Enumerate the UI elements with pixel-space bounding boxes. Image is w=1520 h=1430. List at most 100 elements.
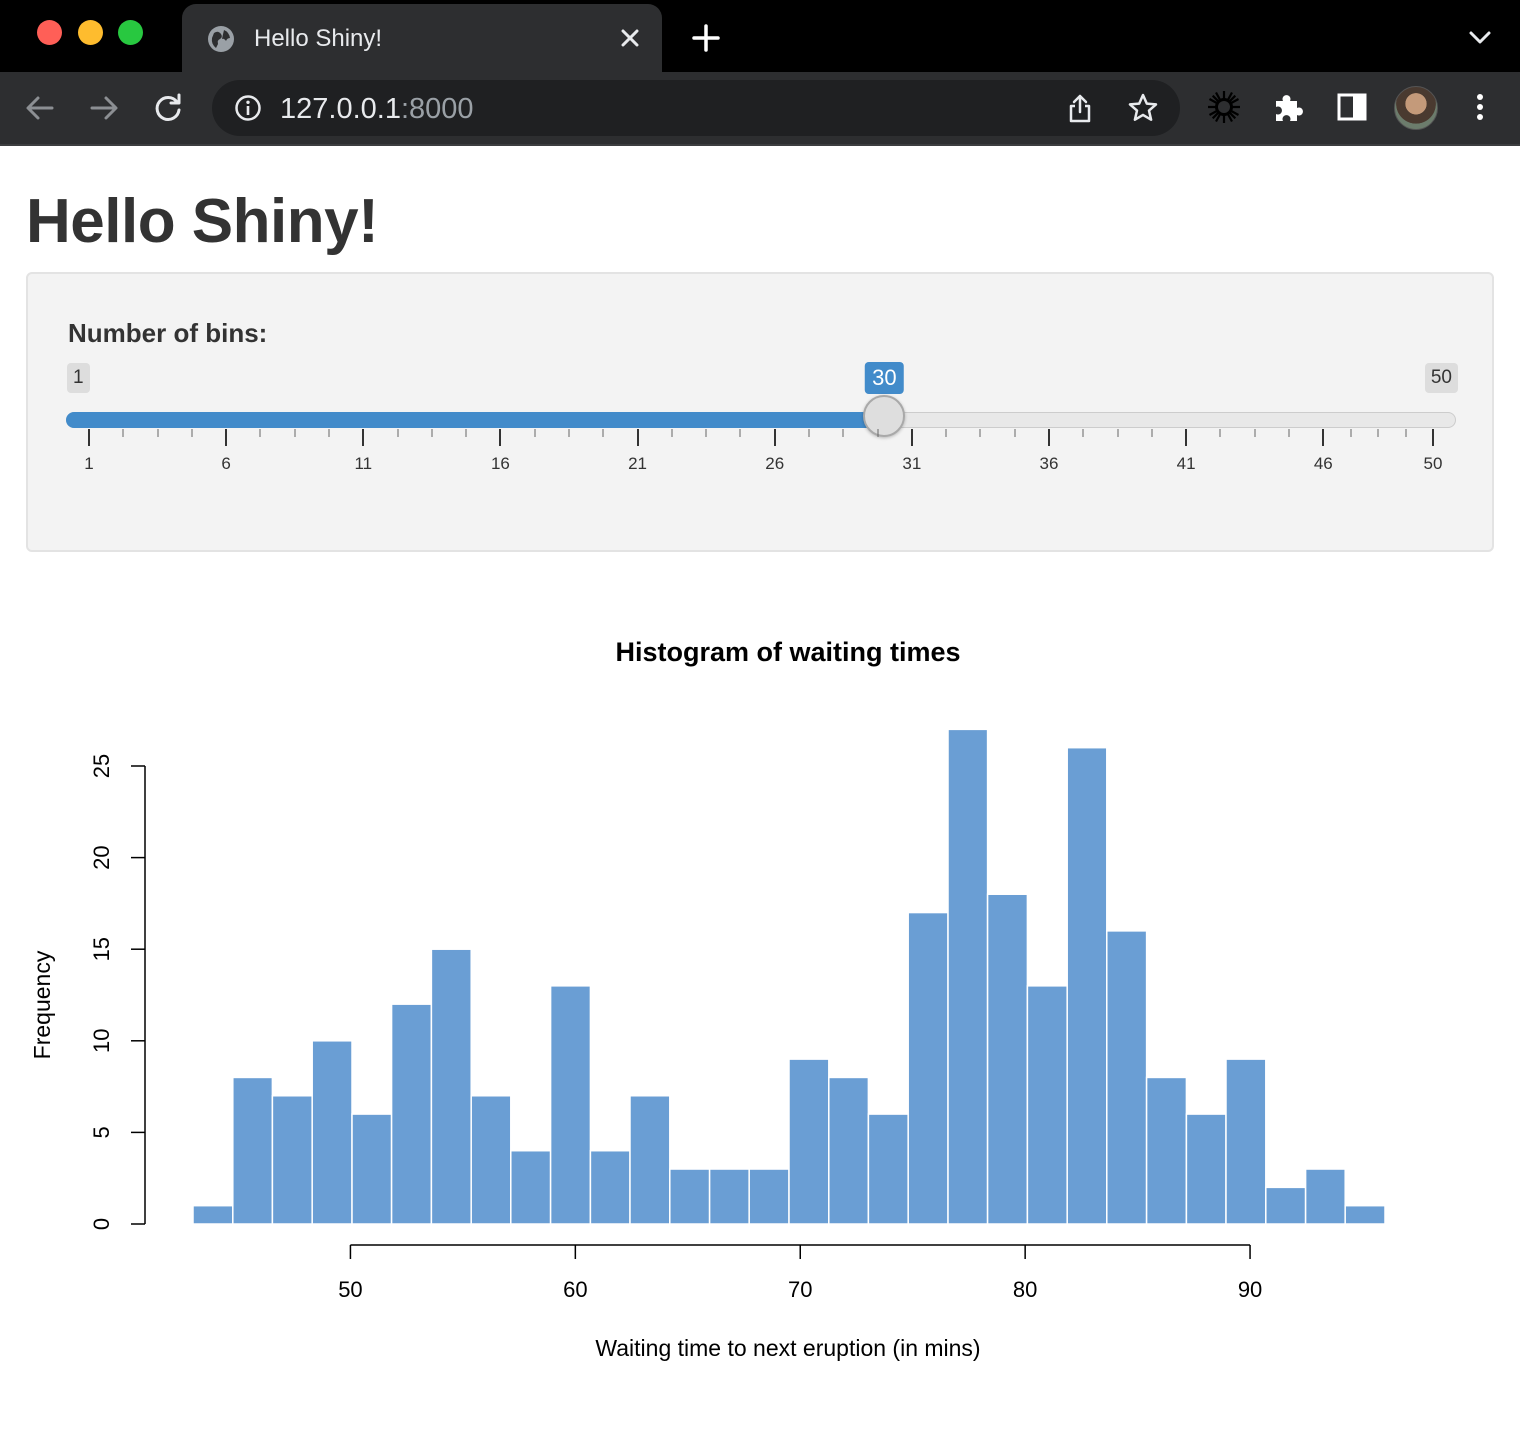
slider-minor-tick bbox=[945, 429, 947, 437]
histogram-bar bbox=[232, 1076, 274, 1225]
histogram-bar bbox=[510, 1149, 552, 1225]
histogram-bar bbox=[390, 1003, 433, 1225]
close-tab-icon[interactable] bbox=[616, 24, 644, 52]
reload-icon[interactable] bbox=[150, 90, 186, 126]
histogram-bar bbox=[1026, 985, 1068, 1225]
slider-minor-tick bbox=[568, 429, 570, 437]
share-icon[interactable] bbox=[1064, 92, 1096, 124]
histogram-bar bbox=[192, 1204, 234, 1225]
bookmark-star-icon[interactable] bbox=[1127, 92, 1159, 124]
slider-minor-tick bbox=[465, 429, 467, 437]
slider-minor-tick bbox=[1082, 429, 1084, 437]
histogram-bar bbox=[828, 1076, 870, 1225]
histogram-bar bbox=[947, 728, 989, 1225]
slider-minor-tick bbox=[1405, 429, 1407, 437]
maximize-window-button[interactable] bbox=[118, 20, 143, 45]
histogram-bar bbox=[867, 1113, 909, 1225]
slider-minor-tick bbox=[259, 429, 261, 437]
tab-title: Hello Shiny! bbox=[254, 25, 383, 52]
kebab-menu-icon[interactable] bbox=[1462, 89, 1498, 125]
slider-major-tick bbox=[88, 429, 90, 446]
slider-major-tick bbox=[499, 429, 502, 446]
slider-major-tick bbox=[773, 429, 776, 446]
slider-grid-label: 41 bbox=[1176, 454, 1196, 473]
profile-avatar[interactable] bbox=[1394, 86, 1438, 130]
slider-minor-tick bbox=[534, 429, 536, 437]
histogram-bar bbox=[271, 1095, 313, 1225]
minimize-window-button[interactable] bbox=[78, 20, 103, 45]
slider-grid-label: 21 bbox=[628, 454, 648, 473]
slider-major-tick bbox=[910, 429, 913, 446]
slider-major-tick bbox=[636, 429, 639, 446]
info-icon[interactable] bbox=[234, 94, 262, 122]
slider-minor-tick bbox=[431, 429, 433, 437]
forward-arrow-icon[interactable] bbox=[86, 90, 122, 126]
histogram-bar bbox=[1265, 1186, 1307, 1225]
tab-strip: Hello Shiny! bbox=[0, 0, 1520, 72]
slider-handle[interactable] bbox=[863, 395, 906, 437]
histogram-bar bbox=[907, 911, 949, 1225]
y-tick-label: 25 bbox=[89, 754, 114, 778]
histogram-bar bbox=[311, 1040, 353, 1225]
histogram-bar bbox=[1225, 1058, 1267, 1225]
histogram-bar bbox=[708, 1168, 750, 1225]
slider-minor-tick bbox=[979, 429, 981, 437]
bins-slider-label: Number of bins: bbox=[68, 318, 268, 348]
y-axis-label: Frequency bbox=[29, 950, 55, 1059]
x-tick-label: 60 bbox=[563, 1277, 587, 1302]
histogram-bar bbox=[430, 948, 472, 1225]
extensions-puzzle-icon[interactable] bbox=[1270, 89, 1306, 125]
slider-grid-label: 36 bbox=[1039, 454, 1059, 473]
extension-burst-icon[interactable] bbox=[1206, 89, 1242, 125]
slider-minor-tick bbox=[1117, 429, 1119, 437]
slider-minor-tick bbox=[294, 429, 296, 437]
y-tick-label: 10 bbox=[89, 1029, 114, 1053]
browser-tab[interactable]: Hello Shiny! bbox=[182, 4, 662, 72]
slider-value-label: 30 bbox=[865, 362, 904, 394]
histogram-bar bbox=[1066, 746, 1108, 1225]
slider-max-label: 50 bbox=[1424, 363, 1458, 393]
close-window-button[interactable] bbox=[37, 20, 62, 45]
histogram-bar bbox=[669, 1168, 711, 1225]
histogram-bar bbox=[1185, 1113, 1227, 1225]
histogram-bar bbox=[1344, 1204, 1386, 1225]
slider-minor-tick bbox=[842, 429, 844, 437]
slider-minor-tick bbox=[1288, 429, 1290, 437]
slider-minor-tick bbox=[602, 429, 604, 437]
slider-minor-tick bbox=[671, 429, 673, 437]
slider-minor-tick bbox=[1350, 429, 1352, 437]
new-tab-icon[interactable] bbox=[690, 22, 722, 54]
url-text[interactable]: 127.0.0.1:8000 bbox=[280, 93, 474, 126]
back-arrow-icon[interactable] bbox=[22, 90, 58, 126]
y-tick-label: 20 bbox=[89, 845, 114, 869]
x-tick-label: 50 bbox=[338, 1277, 362, 1302]
histogram-bar bbox=[1145, 1076, 1188, 1225]
url-host: 127.0.0.1 bbox=[280, 93, 401, 125]
slider-minor-tick bbox=[705, 429, 707, 437]
slider-minor-tick bbox=[328, 429, 330, 437]
slider-grid-label: 50 bbox=[1423, 454, 1443, 473]
x-tick-label: 70 bbox=[788, 1277, 812, 1302]
bins-slider[interactable]: 1 50 30 1 6 11 16 21 26 31 36 41 46 50 bbox=[28, 274, 1496, 554]
y-tick-label: 5 bbox=[89, 1126, 114, 1138]
slider-minor-tick bbox=[1014, 429, 1016, 437]
chevron-down-icon[interactable] bbox=[1466, 26, 1494, 50]
browser-toolbar: 127.0.0.1:8000 bbox=[0, 72, 1520, 146]
histogram-bar bbox=[470, 1095, 512, 1225]
sidebar-panel: Number of bins: 1 50 30 1 6 11 16 21 26 31 36 41… bbox=[26, 272, 1494, 552]
histogram-bar bbox=[1106, 930, 1148, 1225]
slider-min-label: 1 bbox=[67, 363, 90, 393]
histogram-bar bbox=[351, 1113, 393, 1225]
histogram-bar bbox=[748, 1168, 790, 1225]
slider-grid-label: 6 bbox=[221, 454, 231, 473]
slider-minor-tick bbox=[1254, 429, 1256, 437]
side-panel-icon[interactable] bbox=[1334, 89, 1370, 125]
slider-grid-label: 1 bbox=[84, 454, 94, 473]
x-tick-label: 80 bbox=[1013, 1277, 1037, 1302]
address-bar[interactable]: 127.0.0.1:8000 bbox=[212, 80, 1180, 136]
slider-minor-tick bbox=[191, 429, 193, 437]
slider-minor-tick bbox=[1377, 429, 1379, 437]
y-tick-label: 0 bbox=[89, 1218, 114, 1230]
